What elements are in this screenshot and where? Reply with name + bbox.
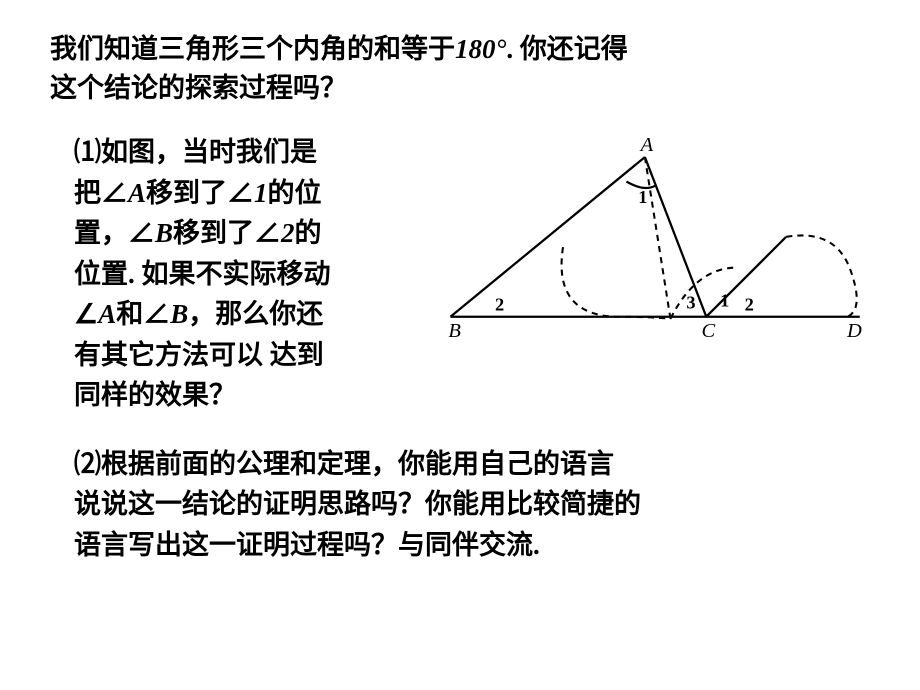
q1-l1: ⑴如图，当时我们是 bbox=[74, 137, 317, 167]
svg-text:2: 2 bbox=[745, 295, 754, 315]
q1-l2b: 移到了∠ bbox=[146, 178, 254, 208]
svg-text:B: B bbox=[448, 320, 461, 342]
q1-l2a: 把∠ bbox=[74, 178, 128, 208]
q1-l5a: ∠ bbox=[74, 299, 98, 329]
q1-l5c: ，那么你还 bbox=[188, 299, 323, 329]
q2-l1: ⑵根据前面的公理和定理，你能用自己的语言 bbox=[74, 449, 614, 479]
q1-one1: 1 bbox=[254, 178, 268, 208]
q1-two1: 2 bbox=[281, 218, 295, 248]
q1-l4: 位置. 如果不实际移动 bbox=[74, 259, 331, 289]
q1-l6: 有其它方法可以 达到 bbox=[74, 340, 324, 370]
svg-text:1: 1 bbox=[638, 187, 647, 207]
q1-l3c: 的 bbox=[295, 218, 322, 248]
q1-l3b: 移到了∠ bbox=[173, 218, 281, 248]
intro-text: 我们知道三角形三个内角的和等于180°. 你还记得 这个结论的探索过程吗？ bbox=[50, 30, 870, 108]
intro-line1a: 我们知道三角形三个内角的和等于 bbox=[50, 34, 455, 64]
svg-text:2: 2 bbox=[495, 295, 504, 315]
question-1: ⑴如图，当时我们是 把∠A移到了∠1的位 置，∠B移到了∠2的 位置. 如果不实… bbox=[50, 132, 420, 416]
q1-B1: B bbox=[155, 218, 173, 248]
q1-l3a: 置，∠ bbox=[74, 218, 155, 248]
q1-B2: B bbox=[170, 299, 188, 329]
triangle-diagram: ABCD12312 bbox=[430, 132, 870, 416]
svg-text:A: A bbox=[639, 134, 654, 156]
diagram-svg: ABCD12312 bbox=[430, 132, 870, 352]
q2-l2: 说说这一结论的证明思路吗？你能用比较简捷的 bbox=[74, 489, 641, 519]
svg-text:1: 1 bbox=[720, 291, 729, 311]
q1-l2c: 的位 bbox=[268, 178, 322, 208]
svg-text:3: 3 bbox=[686, 293, 695, 313]
svg-text:D: D bbox=[846, 320, 862, 342]
q2-l3: 语言写出这一证明过程吗？与同伴交流. bbox=[74, 530, 540, 560]
question-2: ⑵根据前面的公理和定理，你能用自己的语言 说说这一结论的证明思路吗？你能用比较简… bbox=[50, 444, 870, 566]
q1-A1: A bbox=[128, 178, 146, 208]
q1-l7: 同样的效果？ bbox=[74, 380, 236, 410]
q1-A2: A bbox=[98, 299, 116, 329]
svg-text:C: C bbox=[701, 320, 715, 342]
intro-line2: 这个结论的探索过程吗？ bbox=[50, 73, 347, 103]
middle-row: ⑴如图，当时我们是 把∠A移到了∠1的位 置，∠B移到了∠2的 位置. 如果不实… bbox=[50, 132, 870, 416]
intro-angle: 180° bbox=[455, 34, 506, 64]
q1-l5b: 和∠ bbox=[116, 299, 170, 329]
intro-line1b: . 你还记得 bbox=[506, 34, 628, 64]
